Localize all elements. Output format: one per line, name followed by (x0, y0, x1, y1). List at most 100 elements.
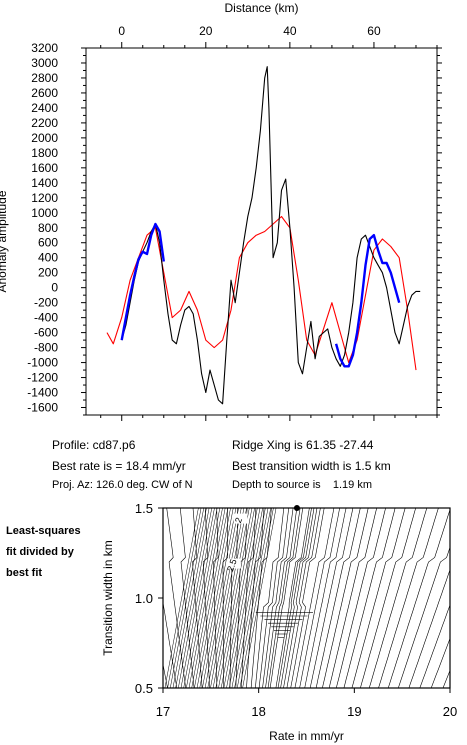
y-tick-label-5: -600 (34, 326, 58, 340)
contour-y-tick-label-0: 0.5 (135, 681, 153, 696)
y-tick-label-18: 2000 (31, 131, 58, 145)
x-axis-title: Distance (km) (224, 1, 298, 15)
contour-line (351, 508, 406, 688)
proj-az-label: Proj. Az: 126.0 deg. CW of N (52, 479, 193, 491)
contour-line (378, 508, 439, 688)
contour-line (223, 508, 258, 688)
contour-line (228, 508, 263, 688)
contour-line (343, 508, 396, 688)
contour-line (175, 508, 210, 688)
contour-y-axis-title: Transition width in km (101, 540, 115, 656)
contour-line (170, 508, 204, 688)
y-tick-label-24: 3200 (31, 41, 58, 55)
contour-line (294, 508, 335, 688)
contour-line (309, 508, 354, 688)
contour-line (262, 508, 294, 688)
x-tick-label-3: 60 (367, 24, 381, 38)
contour-line (163, 600, 178, 688)
contour-line (290, 508, 325, 688)
contour-line (215, 508, 250, 688)
contour-line (212, 508, 247, 688)
contour-line (387, 508, 450, 688)
depth-label: Depth to source is 1.19 km (232, 479, 373, 491)
contour-field (163, 508, 467, 688)
series-line-1 (120, 222, 401, 368)
contour-line (328, 508, 377, 688)
y-tick-label-2: -1200 (27, 371, 58, 385)
y-tick-label-14: 1200 (31, 191, 58, 205)
contour-line (179, 508, 195, 688)
contour-line (180, 508, 215, 688)
y-tick-label-9: 200 (38, 266, 58, 280)
contour-line (275, 508, 310, 688)
contour-line (178, 508, 213, 688)
y-tick-label-19: 2200 (31, 116, 58, 130)
contour-line (267, 508, 301, 688)
contour-line (186, 508, 221, 688)
y-tick-label-17: 1800 (31, 146, 58, 160)
contour-line (196, 508, 231, 688)
contour-line (172, 508, 207, 688)
contour-line (322, 508, 369, 688)
note-line-3: best fit (6, 567, 43, 579)
contour-x-tick-label-3: 20 (443, 704, 457, 719)
x-tick-label-2: 40 (283, 24, 297, 38)
contour-x-tick-label-2: 19 (347, 704, 361, 719)
contour-line (304, 508, 347, 688)
contour-line (194, 508, 229, 688)
contour-line (204, 508, 239, 688)
contour-line (368, 508, 428, 688)
contour-line (220, 508, 255, 688)
y-tick-label-10: 400 (38, 251, 58, 265)
contour-line (277, 508, 312, 688)
contour-line (299, 508, 340, 688)
x-tick-label-0: 0 (118, 24, 125, 38)
contour-x-axis-title: Rate in mm/yr (269, 729, 344, 743)
contour-line (455, 508, 467, 688)
y-tick-label-23: 3000 (31, 56, 58, 70)
note-line-1: Least-squares (6, 525, 81, 537)
y-tick-label-15: 1400 (31, 176, 58, 190)
contour-line (430, 637, 450, 688)
contour-line (199, 508, 234, 688)
contour-line (283, 508, 318, 688)
y-tick-label-7: -200 (34, 296, 58, 310)
y-tick-label-4: -800 (34, 341, 58, 355)
ridge-xing-label: Ridge Xing is 61.35 -27.44 (232, 438, 374, 452)
contour-line (164, 508, 199, 688)
y-tick-label-12: 800 (38, 221, 58, 235)
contour-line (226, 508, 261, 688)
contour-line (269, 508, 304, 688)
y-tick-label-0: -1600 (27, 401, 58, 415)
best-transition-label: Best transition width is 1.5 km (232, 459, 391, 473)
contour-line (167, 508, 202, 688)
contour-line (210, 508, 245, 688)
y-tick-label-16: 1600 (31, 161, 58, 175)
contour-label-0: 2 (233, 516, 244, 524)
contour-line (188, 508, 223, 688)
contour-line (202, 508, 237, 688)
contour-line (442, 669, 450, 688)
y-tick-label-3: -1000 (27, 356, 58, 370)
contour-line (191, 508, 226, 688)
x-tick-label-1: 20 (199, 24, 213, 38)
y-tick-label-22: 2800 (31, 71, 58, 85)
y-tick-label-13: 1000 (31, 206, 58, 220)
contour-line (239, 508, 274, 688)
contour-line (207, 508, 242, 688)
y-tick-label-21: 2600 (31, 86, 58, 100)
y-tick-label-11: 600 (38, 236, 58, 250)
y-tick-label-1: -1400 (27, 386, 58, 400)
contour-line (360, 508, 416, 688)
contour-label-1: 2.5 (225, 558, 239, 573)
contour-line (255, 508, 285, 688)
contour-line (419, 604, 450, 688)
contour-line (166, 508, 186, 688)
y-tick-label-20: 2400 (31, 101, 58, 115)
contour-line (242, 508, 277, 688)
profile-plot-frame (85, 47, 438, 416)
series-line-2 (106, 215, 417, 371)
contour-label-bg (226, 558, 241, 569)
best-rate-label: Best rate is = 18.4 mm/yr (52, 459, 186, 473)
contour-x-tick-label-1: 18 (251, 704, 265, 719)
